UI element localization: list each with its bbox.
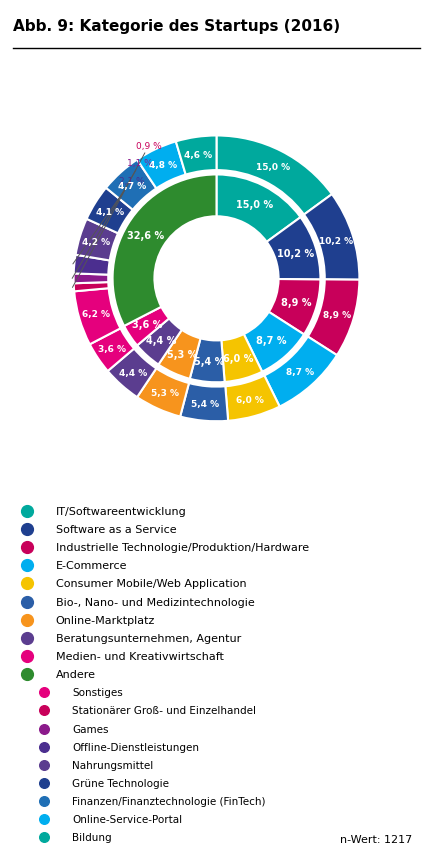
Text: Andere: Andere <box>56 670 96 679</box>
Text: Nahrungsmittel: Nahrungsmittel <box>72 760 153 770</box>
Text: Bildung: Bildung <box>72 832 112 843</box>
Text: 32,6 %: 32,6 % <box>127 231 164 241</box>
Wedge shape <box>137 369 189 417</box>
Text: 6,2 %: 6,2 % <box>82 310 110 319</box>
Text: Beratungsunternehmen, Agentur: Beratungsunternehmen, Agentur <box>56 633 241 643</box>
Text: Games: Games <box>72 723 109 734</box>
Text: 15,0 %: 15,0 % <box>256 163 291 172</box>
Text: Online-Service-Portal: Online-Service-Portal <box>72 815 182 824</box>
Wedge shape <box>74 256 110 275</box>
Wedge shape <box>137 142 186 189</box>
Text: Online-Marktplatz: Online-Marktplatz <box>56 615 155 625</box>
Wedge shape <box>216 176 301 243</box>
Text: 8,7 %: 8,7 % <box>286 368 314 377</box>
Wedge shape <box>180 383 228 422</box>
Wedge shape <box>176 136 216 176</box>
Text: IT/Softwareentwicklung: IT/Softwareentwicklung <box>56 506 187 516</box>
Text: Medien- und Kreativwirtschaft: Medien- und Kreativwirtschaft <box>56 651 223 661</box>
Text: 8,7 %: 8,7 % <box>256 336 287 346</box>
Text: 2,1 %: 2,1 % <box>73 176 144 265</box>
Text: Consumer Mobile/Web Application: Consumer Mobile/Web Application <box>56 579 246 589</box>
Text: 6,0 %: 6,0 % <box>236 395 264 405</box>
Text: 5,4 %: 5,4 % <box>191 400 220 408</box>
Text: 8,9 %: 8,9 % <box>281 297 311 308</box>
Text: 6,0 %: 6,0 % <box>223 354 254 364</box>
Wedge shape <box>190 339 225 383</box>
Text: 4,6 %: 4,6 % <box>184 151 213 159</box>
Text: Sonstiges: Sonstiges <box>72 688 123 698</box>
Text: 5,4 %: 5,4 % <box>194 357 224 366</box>
Text: Grüne Technologie: Grüne Technologie <box>72 778 169 788</box>
Wedge shape <box>216 136 332 216</box>
Wedge shape <box>108 349 156 398</box>
Wedge shape <box>137 319 182 366</box>
Text: 4,4 %: 4,4 % <box>119 368 147 377</box>
Text: Industrielle Technologie/Produktion/Hardware: Industrielle Technologie/Produktion/Hard… <box>56 543 309 553</box>
Wedge shape <box>225 376 280 421</box>
Text: 3,6 %: 3,6 % <box>98 344 126 354</box>
Text: Stationärer Groß- und Einzelhandel: Stationärer Groß- und Einzelhandel <box>72 705 256 716</box>
Wedge shape <box>106 160 156 210</box>
Wedge shape <box>74 289 120 345</box>
Text: 4,1 %: 4,1 % <box>96 208 124 217</box>
Wedge shape <box>308 280 359 356</box>
Text: 4,7 %: 4,7 % <box>118 181 146 191</box>
Text: 1,1 %: 1,1 % <box>72 159 153 279</box>
Text: Software as a Service: Software as a Service <box>56 525 176 534</box>
Wedge shape <box>74 274 108 284</box>
Text: 4,2 %: 4,2 % <box>82 238 110 247</box>
Text: 10,2 %: 10,2 % <box>319 236 353 245</box>
Wedge shape <box>87 188 133 234</box>
Text: Abb. 9: Kategorie des Startups (2016): Abb. 9: Kategorie des Startups (2016) <box>13 19 340 34</box>
Wedge shape <box>304 195 359 280</box>
Text: 5,3 %: 5,3 % <box>151 389 179 398</box>
Wedge shape <box>221 335 262 383</box>
Text: n-Wert: 1217: n-Wert: 1217 <box>339 834 412 844</box>
Text: 5,3 %: 5,3 % <box>167 349 197 360</box>
Wedge shape <box>113 176 216 326</box>
Text: Finanzen/Finanztechnologie (FinTech): Finanzen/Finanztechnologie (FinTech) <box>72 796 265 806</box>
Wedge shape <box>269 279 320 335</box>
Text: 15,0 %: 15,0 % <box>236 200 273 210</box>
Wedge shape <box>76 220 118 262</box>
Wedge shape <box>124 308 169 346</box>
Text: 3,6 %: 3,6 % <box>132 320 163 330</box>
Text: Bio-, Nano- und Medizintechnologie: Bio-, Nano- und Medizintechnologie <box>56 597 255 607</box>
Text: Offline-Dienstleistungen: Offline-Dienstleistungen <box>72 742 199 751</box>
Text: 10,2 %: 10,2 % <box>277 249 314 259</box>
Text: 4,8 %: 4,8 % <box>149 161 177 170</box>
Text: E-Commerce: E-Commerce <box>56 561 127 571</box>
Text: 4,4 %: 4,4 % <box>146 336 176 346</box>
Wedge shape <box>267 218 320 280</box>
Wedge shape <box>90 329 134 371</box>
Wedge shape <box>264 337 337 407</box>
Wedge shape <box>74 283 109 292</box>
Wedge shape <box>158 331 200 379</box>
Wedge shape <box>244 313 304 372</box>
Text: 8,9 %: 8,9 % <box>323 310 351 320</box>
Text: 0,9 %: 0,9 % <box>72 142 162 288</box>
